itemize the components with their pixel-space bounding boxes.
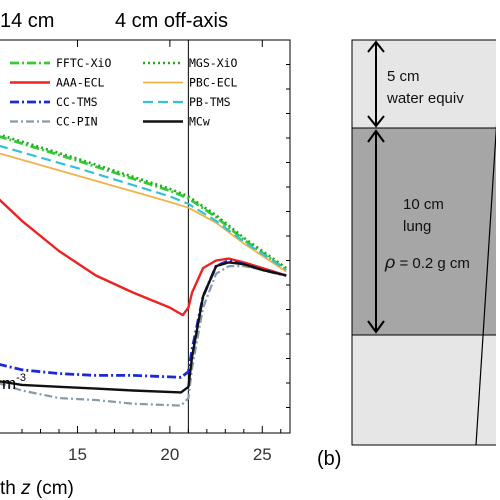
top-slab-thickness: 5 cm — [387, 68, 420, 85]
legend-label-cc-pin: CC-PIN — [56, 115, 98, 129]
series-line-pbc-ecl — [0, 152, 287, 273]
x-tick-label: 15 — [68, 445, 87, 464]
series-line-mcw — [0, 261, 287, 394]
x-tick-label: 20 — [160, 445, 179, 464]
series-line-mgs-xio — [0, 133, 288, 270]
geometry-diagram: 5 cm water equiv 10 cm lung ρ = 0.2 g cm — [351, 39, 500, 446]
lung-slab-material: lung — [403, 218, 431, 235]
legend-label-mcw: MCw — [189, 115, 210, 129]
lung-slab-density: ρ = 0.2 g cm — [384, 252, 470, 272]
header-left-text: 14 cm — [0, 10, 54, 32]
legend: FFTC-XiO AAA-ECL CC-TMS CC-PIN MGS-XiO PBC-EC… — [10, 56, 238, 129]
density-note: m-3 — [2, 372, 26, 393]
panel-b-label: (b) — [317, 448, 341, 470]
series-line-fftc-xio — [0, 135, 288, 272]
bottom-slab — [351, 334, 500, 446]
top-slab — [351, 39, 500, 129]
series-line-cc-pin — [0, 265, 287, 407]
lung-slab-thickness: 10 cm — [403, 196, 444, 213]
top-slab-material: water equiv — [386, 90, 464, 107]
series-line-aaa-ecl — [0, 198, 287, 317]
legend-label-cc-tms: CC-TMS — [56, 95, 98, 109]
page-edge-mask — [496, 0, 500, 500]
x-axis-label: th z (cm) — [0, 478, 74, 499]
x-tick-label: 25 — [253, 445, 272, 464]
lung-slab-arrow — [367, 129, 385, 334]
legend-label-aaa-ecl: AAA-ECL — [56, 76, 105, 90]
legend-label-fftc-xio: FFTC-XiO — [56, 56, 111, 70]
series-line-pb-tms — [0, 144, 287, 271]
top-slab-arrow — [367, 40, 385, 128]
header-right-text: 4 cm off-axis — [115, 10, 228, 32]
density-note-exponent: -3 — [16, 372, 26, 384]
legend-label-mgs-xio: MGS-XiO — [189, 56, 238, 70]
legend-label-pbc-ecl: PBC-ECL — [189, 76, 238, 90]
plot-frame — [0, 39, 291, 434]
legend-label-pb-tms: PB-TMS — [189, 95, 231, 109]
series-group — [0, 133, 288, 407]
